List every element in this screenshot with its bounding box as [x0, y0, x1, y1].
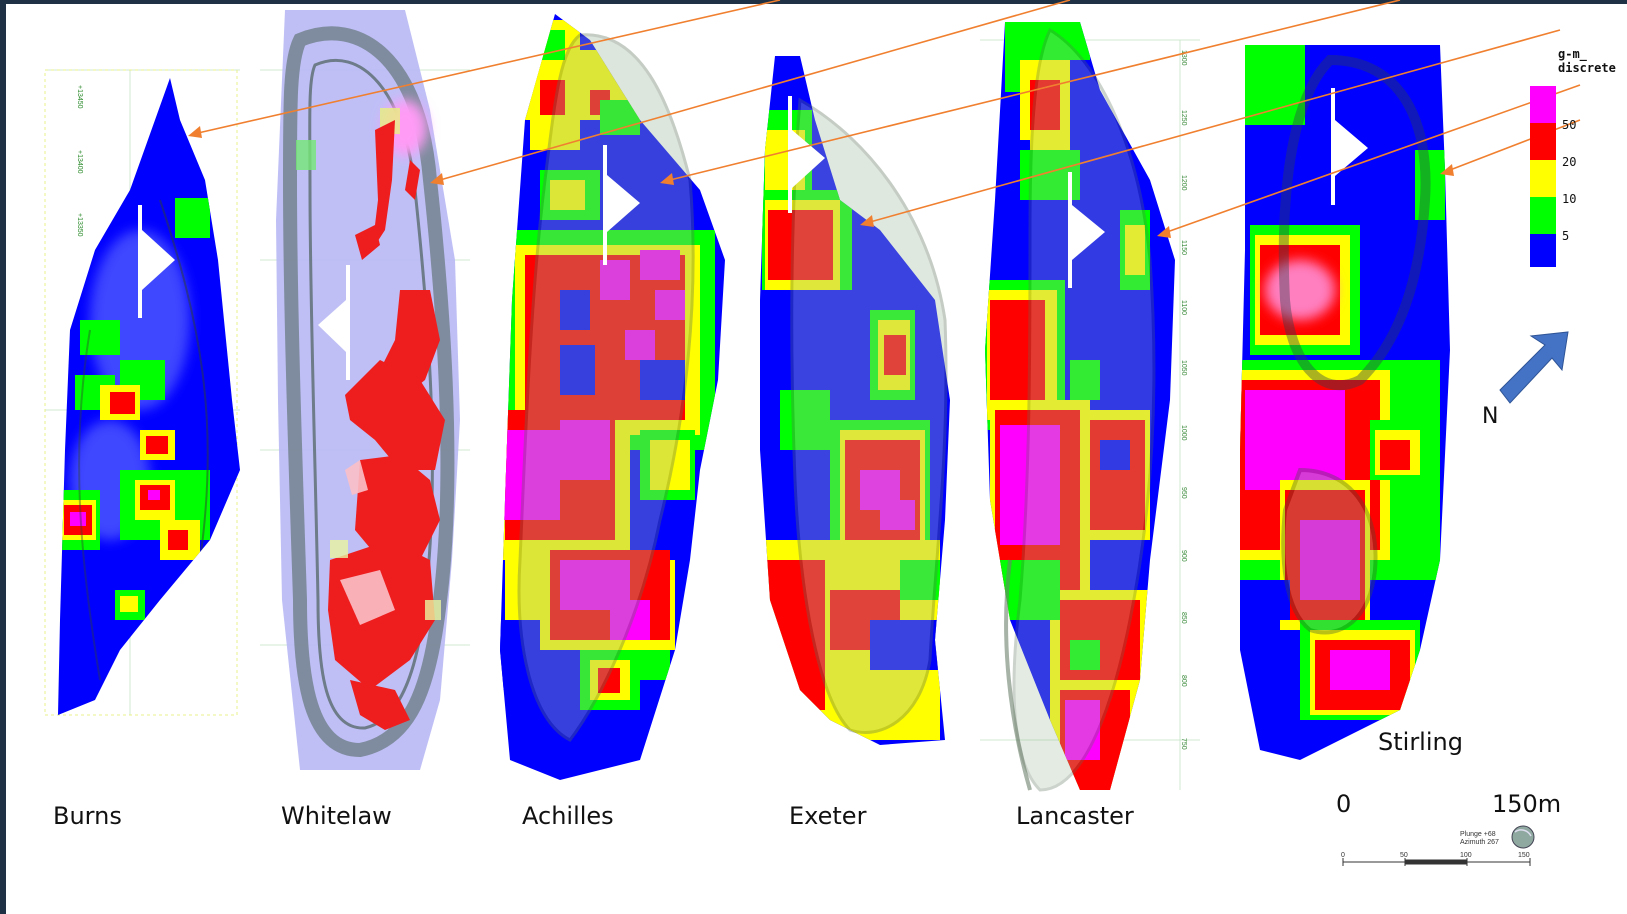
svg-text:1150: 1150 — [1180, 240, 1187, 255]
azimuth-text: Azimuth 267 — [1460, 839, 1499, 846]
lancaster-coordinate-ticks: 1300 1250 1200 1150 1100 1050 1000 950 9… — [1180, 50, 1187, 750]
whitelaw-red-mesh — [328, 120, 445, 730]
legend-swatch-red — [1530, 123, 1556, 160]
scale-tick-100: 100 — [1460, 852, 1472, 859]
exeter-section — [760, 56, 950, 745]
legend-value-50: 50 — [1562, 118, 1577, 132]
burns-section — [58, 78, 240, 715]
svg-text:1050: 1050 — [1180, 360, 1187, 376]
svg-text:850: 850 — [1180, 612, 1187, 624]
plunge-direction-markers — [138, 88, 1368, 380]
legend-value-5: 5 — [1562, 229, 1570, 243]
legend-swatch-yellow — [1530, 160, 1556, 197]
legend-title-line1: g-m_ — [1558, 47, 1587, 61]
svg-text:1300: 1300 — [1180, 50, 1187, 66]
legend-value-20: 20 — [1562, 155, 1577, 169]
legend-swatch-blue — [1530, 234, 1556, 267]
legend-title: g-m_ discrete — [1558, 47, 1616, 75]
scale-tick-0: 0 — [1341, 852, 1345, 859]
svg-text:800: 800 — [1180, 675, 1187, 687]
label-achilles: Achilles — [522, 802, 614, 830]
svg-text:1000: 1000 — [1180, 425, 1187, 441]
svg-text:1100: 1100 — [1180, 300, 1187, 315]
slide-left-border — [0, 0, 6, 914]
label-whitelaw: Whitelaw — [281, 802, 392, 830]
scale-tick-50: 50 — [1400, 852, 1408, 859]
svg-text:+13350: +13350 — [76, 213, 83, 237]
label-lancaster: Lancaster — [1016, 802, 1134, 830]
scale-end-label: 150m — [1492, 790, 1562, 818]
svg-text:1250: 1250 — [1180, 110, 1187, 126]
svg-text:900: 900 — [1180, 550, 1187, 562]
slide-top-border — [0, 0, 1627, 4]
svg-text:1200: 1200 — [1180, 175, 1187, 191]
legend-value-10: 10 — [1562, 192, 1577, 206]
svg-text:+13400: +13400 — [76, 150, 83, 174]
whitelaw-section — [276, 10, 460, 770]
svg-text:750: 750 — [1180, 738, 1187, 750]
label-exeter: Exeter — [789, 802, 867, 830]
svg-text:+13450: +13450 — [76, 85, 83, 109]
legend-title-line2: discrete — [1558, 61, 1616, 75]
legend-swatch-magenta — [1530, 86, 1556, 123]
plunge-text: Plunge +68 — [1460, 831, 1496, 838]
north-label: N — [1482, 404, 1499, 429]
north-arrow-icon — [1499, 331, 1569, 404]
achilles-section — [500, 14, 725, 780]
scale-tick-150: 150 — [1518, 852, 1530, 859]
burns-coordinate-ticks: +13450 +13400 +13350 — [76, 85, 83, 237]
scale-bar-graphic — [1342, 858, 1531, 866]
label-burns: Burns — [53, 802, 122, 830]
scale-start-label: 0 — [1336, 790, 1352, 818]
label-stirling: Stirling — [1378, 728, 1463, 756]
svg-text:950: 950 — [1180, 487, 1187, 499]
compass-globe-icon — [1511, 825, 1535, 849]
legend-swatch-green — [1530, 197, 1556, 234]
leader-arrows — [188, 0, 1581, 238]
burns-dashed-frame — [44, 69, 238, 716]
lancaster-section: 1300 1250 1200 1150 1100 1050 1000 950 9… — [985, 22, 1187, 792]
